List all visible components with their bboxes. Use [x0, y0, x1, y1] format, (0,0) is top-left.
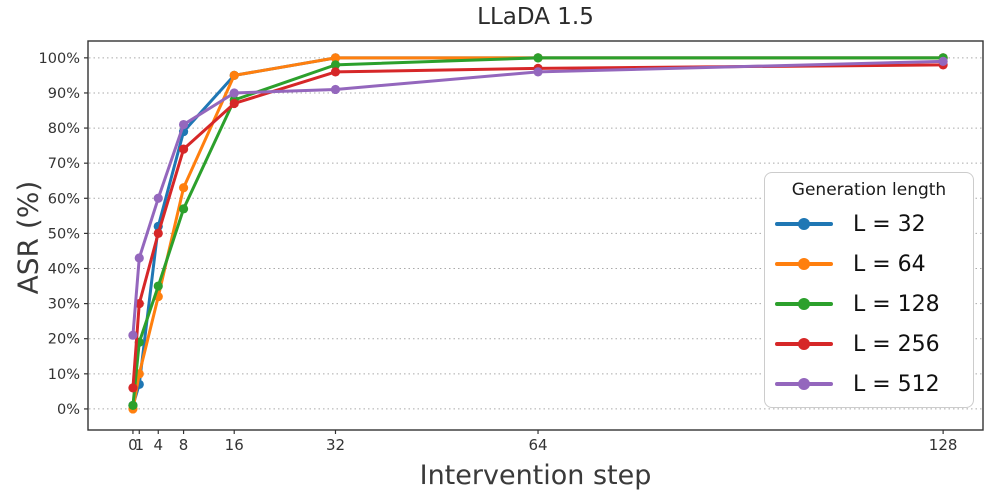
legend-entry-label: L = 128 — [853, 291, 940, 317]
svg-text:64: 64 — [528, 436, 547, 454]
svg-text:8: 8 — [179, 436, 189, 454]
svg-text:90%: 90% — [48, 86, 80, 102]
svg-text:32: 32 — [326, 436, 345, 454]
svg-text:0%: 0% — [57, 402, 80, 418]
svg-text:80%: 80% — [48, 121, 80, 137]
legend-entry: L = 256 — [765, 324, 973, 364]
svg-text:4: 4 — [153, 436, 163, 454]
svg-text:50%: 50% — [48, 226, 80, 242]
chart-title: LLaDA 1.5 — [477, 4, 594, 30]
svg-text:128: 128 — [929, 436, 958, 454]
legend-line-sample-icon — [775, 382, 833, 386]
svg-text:1: 1 — [134, 436, 144, 454]
legend-entry: L = 32 — [765, 204, 973, 244]
legend-line-sample-icon — [775, 262, 833, 266]
legend-line-sample-icon — [775, 302, 833, 306]
svg-text:100%: 100% — [39, 51, 80, 67]
legend-entry-label: L = 32 — [853, 211, 926, 237]
y-axis-label: ASR (%) — [11, 180, 45, 295]
svg-text:70%: 70% — [48, 156, 80, 172]
svg-text:30%: 30% — [48, 297, 80, 313]
svg-text:0: 0 — [128, 436, 138, 454]
legend-entry: L = 128 — [765, 284, 973, 324]
legend-entry: L = 512 — [765, 364, 973, 404]
svg-text:40%: 40% — [48, 262, 80, 278]
legend-line-sample-icon — [775, 222, 833, 226]
svg-text:20%: 20% — [48, 332, 80, 348]
svg-text:16: 16 — [225, 436, 244, 454]
svg-text:10%: 10% — [48, 367, 80, 383]
x-axis-label: Intervention step — [419, 460, 652, 491]
legend-line-sample-icon — [775, 342, 833, 346]
legend: Generation length L = 32 L = 64 L = 128 … — [764, 172, 974, 408]
legend-entry-label: L = 512 — [853, 371, 940, 397]
legend-entry: L = 64 — [765, 244, 973, 284]
legend-entry-label: L = 256 — [853, 331, 940, 357]
legend-entry-label: L = 64 — [853, 251, 926, 277]
svg-text:60%: 60% — [48, 191, 80, 207]
legend-title: Generation length — [791, 180, 947, 200]
